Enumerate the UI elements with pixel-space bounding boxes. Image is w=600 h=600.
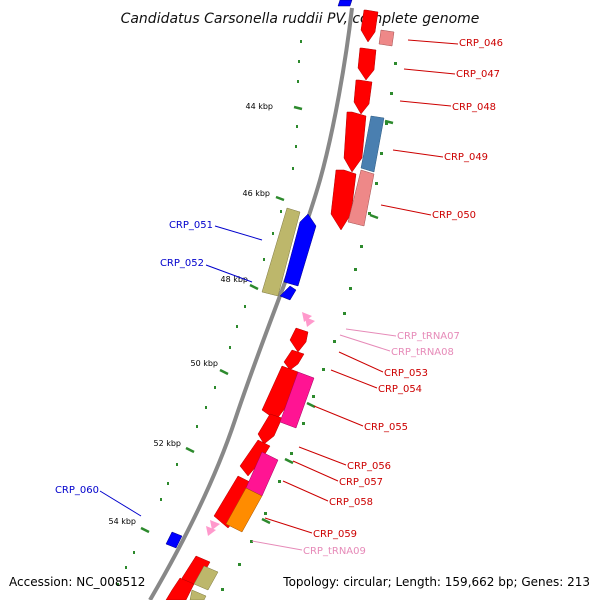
gene-label: CRP_054 bbox=[378, 384, 422, 395]
inner-major-ticks bbox=[140, 105, 303, 534]
kbp-label: 52 kbp bbox=[153, 439, 181, 448]
kbp-label: 46 kbp bbox=[242, 189, 270, 198]
gene-label: CRP_051 bbox=[169, 220, 213, 231]
gene-arrow bbox=[283, 349, 305, 371]
inner-tick-ring bbox=[117, 40, 302, 586]
gene-label: CRP_048 bbox=[452, 102, 496, 113]
gene-arrow bbox=[289, 327, 309, 353]
gene-label: CRP_060 bbox=[55, 485, 99, 496]
forward-genes-outer bbox=[347, 29, 395, 227]
gene-label: CRP_tRNA08 bbox=[391, 347, 454, 358]
topology-text: Topology: circular; Length: 159,662 bp; … bbox=[282, 575, 590, 589]
gene-label: CRP_058 bbox=[329, 497, 373, 508]
gene-label: CRP_047 bbox=[456, 69, 500, 80]
kbp-label: 54 kbp bbox=[108, 517, 136, 526]
gene-label: CRP_056 bbox=[347, 461, 391, 472]
gene-arrow bbox=[283, 213, 317, 287]
gene-label: CRP_tRNA07 bbox=[397, 331, 460, 342]
gene-labels: CRP_046 CRP_047 CRP_048 CRP_049 CRP_050 … bbox=[55, 38, 503, 557]
gene-label: CRP_052 bbox=[160, 258, 204, 269]
gene-arrow bbox=[165, 577, 195, 600]
map-title: Candidatus Carsonella ruddii PV, complet… bbox=[121, 11, 480, 27]
gene-label: CRP_059 bbox=[313, 529, 357, 540]
gene-box bbox=[378, 29, 395, 47]
gene-arrow bbox=[257, 413, 283, 445]
gene-label: CRP_057 bbox=[339, 477, 383, 488]
reverse-genes bbox=[165, 0, 353, 549]
gene-label: CRP_053 bbox=[384, 368, 428, 379]
kbp-label: 48 kbp bbox=[220, 275, 248, 284]
gene-box bbox=[279, 371, 315, 429]
outer-tick-ring bbox=[221, 62, 397, 591]
gene-arrow bbox=[261, 365, 299, 421]
outer-major-ticks bbox=[261, 119, 394, 525]
gene-label: CRP_046 bbox=[459, 38, 503, 49]
gene-box bbox=[261, 207, 301, 297]
accession-text: Accession: NC_008512 bbox=[9, 575, 145, 589]
kbp-label: 44 kbp bbox=[245, 102, 273, 111]
gene-arrow bbox=[360, 9, 379, 43]
forward-genes-inner bbox=[330, 9, 379, 231]
gene-arrow bbox=[279, 285, 297, 301]
gene-arrow bbox=[353, 79, 373, 115]
gene-box bbox=[360, 115, 385, 173]
gene-label: CRP_tRNA09 bbox=[303, 546, 366, 557]
gene-label: CRP_055 bbox=[364, 422, 408, 433]
gene-arrow bbox=[343, 111, 367, 173]
gene-box bbox=[189, 589, 207, 600]
forward-genes-lower-outer bbox=[189, 371, 315, 600]
genome-backbone bbox=[148, 7, 354, 600]
gene-label: CRP_049 bbox=[444, 152, 488, 163]
gene-label: CRP_050 bbox=[432, 210, 476, 221]
gene-arrow bbox=[337, 0, 353, 7]
gene-box bbox=[225, 487, 263, 533]
gene-box bbox=[193, 565, 219, 591]
gene-arrow bbox=[239, 439, 271, 477]
forward-genes-lower bbox=[165, 327, 309, 600]
trna-marks bbox=[206, 312, 315, 536]
gene-box bbox=[347, 169, 375, 227]
label-leaders bbox=[99, 39, 459, 551]
kbp-label: 50 kbp bbox=[190, 359, 218, 368]
gene-arrow bbox=[165, 531, 183, 549]
gene-arrow bbox=[357, 47, 377, 81]
